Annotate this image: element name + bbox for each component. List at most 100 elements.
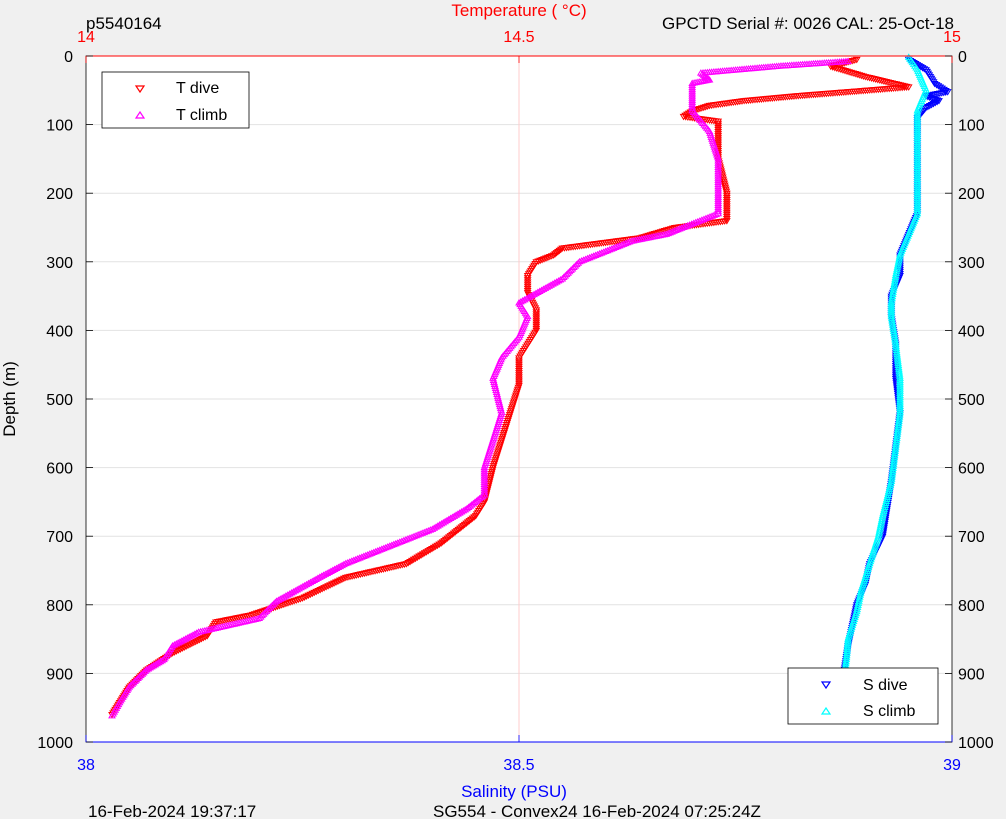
- data-point: [138, 670, 147, 677]
- data-point: [262, 607, 271, 614]
- data-point: [567, 266, 575, 273]
- data-point: [668, 228, 676, 235]
- y-tick-label: 500: [46, 392, 73, 409]
- y-tick-label-right: 300: [958, 255, 985, 272]
- data-point: [135, 673, 144, 680]
- legend-salinity: S dive S climb: [787, 667, 939, 725]
- data-point: [142, 665, 151, 673]
- bottom-tick-label: 38: [77, 757, 95, 774]
- bottom-tick-label: 39: [943, 757, 961, 774]
- y-tick-label: 300: [46, 255, 73, 272]
- data-point: [472, 497, 481, 504]
- data-point: [677, 224, 686, 231]
- data-point: [128, 680, 137, 687]
- data-point: [575, 257, 584, 265]
- data-point: [156, 657, 165, 665]
- data-point: [269, 600, 278, 607]
- data-point: [151, 660, 160, 668]
- data-point: [129, 678, 138, 686]
- y-axis-title: Depth (m): [0, 361, 19, 437]
- series-s-climb: [835, 53, 930, 721]
- legend-s-climb-marker: [820, 706, 832, 715]
- data-point: [158, 656, 167, 664]
- legend-t-dive-label: T dive: [176, 80, 219, 97]
- data-point: [698, 70, 707, 77]
- legend-s-dive-marker: [820, 681, 832, 690]
- data-point: [154, 658, 163, 666]
- data-point: [572, 260, 581, 268]
- data-point: [256, 613, 265, 620]
- data-point: [146, 663, 154, 671]
- data-point: [574, 259, 583, 266]
- data-point: [464, 503, 473, 511]
- data-point: [469, 499, 478, 507]
- y-tick-label: 900: [46, 666, 73, 683]
- y-tick-label: 100: [46, 118, 73, 135]
- data-point: [475, 494, 484, 502]
- data-point: [569, 263, 578, 271]
- y-tick-label: 700: [46, 529, 73, 546]
- data-point: [160, 655, 168, 663]
- data-point: [551, 251, 559, 258]
- data-point: [261, 608, 269, 616]
- profile-id: p5540164: [86, 14, 162, 33]
- y-tick-label: 1000: [37, 735, 73, 752]
- bottom-axis-title: Salinity (PSU): [461, 782, 567, 801]
- data-point: [263, 605, 272, 613]
- y-tick-label-right: 500: [958, 392, 985, 409]
- y-tick-label: 800: [46, 598, 73, 615]
- top-axis-title: Temperature ( °C): [451, 1, 586, 20]
- data-point: [153, 659, 161, 667]
- data-point: [675, 225, 684, 232]
- y-tick-label-right: 100: [958, 118, 985, 135]
- data-point: [562, 270, 571, 278]
- y-tick-label-right: 600: [958, 461, 985, 478]
- data-point: [134, 674, 142, 682]
- y-tick-label-right: 400: [958, 323, 985, 340]
- series-t-climb: [108, 57, 852, 719]
- legend-temperature: T dive T climb: [101, 71, 250, 129]
- data-point: [478, 492, 487, 499]
- data-point: [571, 262, 580, 269]
- data-point: [258, 611, 266, 619]
- data-point: [480, 488, 489, 496]
- y-tick-label: 0: [64, 49, 73, 66]
- data-point: [266, 603, 275, 610]
- serial-info: GPCTD Serial #: 0026 CAL: 25-Oct-18: [662, 14, 954, 33]
- data-point: [136, 671, 145, 679]
- data-point: [467, 501, 476, 508]
- data-point: [131, 677, 139, 684]
- top-tick-label: 14: [77, 29, 95, 46]
- data-point: [664, 229, 673, 237]
- legend-salinity-box: [787, 667, 939, 725]
- data-point: [141, 667, 150, 674]
- data-point: [568, 264, 577, 272]
- legend-t-climb-marker: [134, 110, 146, 119]
- data-point: [564, 269, 572, 276]
- data-point: [561, 272, 570, 279]
- data-point: [132, 676, 141, 683]
- data-point: [714, 207, 723, 215]
- footer-timestamp: 16-Feb-2024 19:37:17: [88, 802, 256, 819]
- grid-lines: [86, 56, 952, 742]
- axis-tick-labels: 0 0 100 100 200 200 300 300 400 400 500 500 600 600 70…: [37, 29, 993, 774]
- data-point: [887, 308, 896, 316]
- data-point: [126, 681, 135, 689]
- y-tick-label-right: 200: [958, 186, 985, 203]
- data-point: [565, 267, 574, 275]
- data-point: [147, 662, 156, 670]
- data-point: [477, 493, 486, 501]
- y-tick-label: 200: [46, 186, 73, 203]
- data-point: [474, 496, 482, 503]
- data-point: [670, 227, 678, 234]
- data-point: [139, 668, 148, 676]
- legend-s-dive-label: S dive: [863, 677, 908, 694]
- data-point: [265, 604, 274, 612]
- data-point: [149, 661, 158, 669]
- data-point: [471, 498, 479, 506]
- data-point: [108, 711, 116, 719]
- data-point: [466, 502, 475, 509]
- y-tick-label: 400: [46, 323, 73, 340]
- data-point: [679, 223, 688, 230]
